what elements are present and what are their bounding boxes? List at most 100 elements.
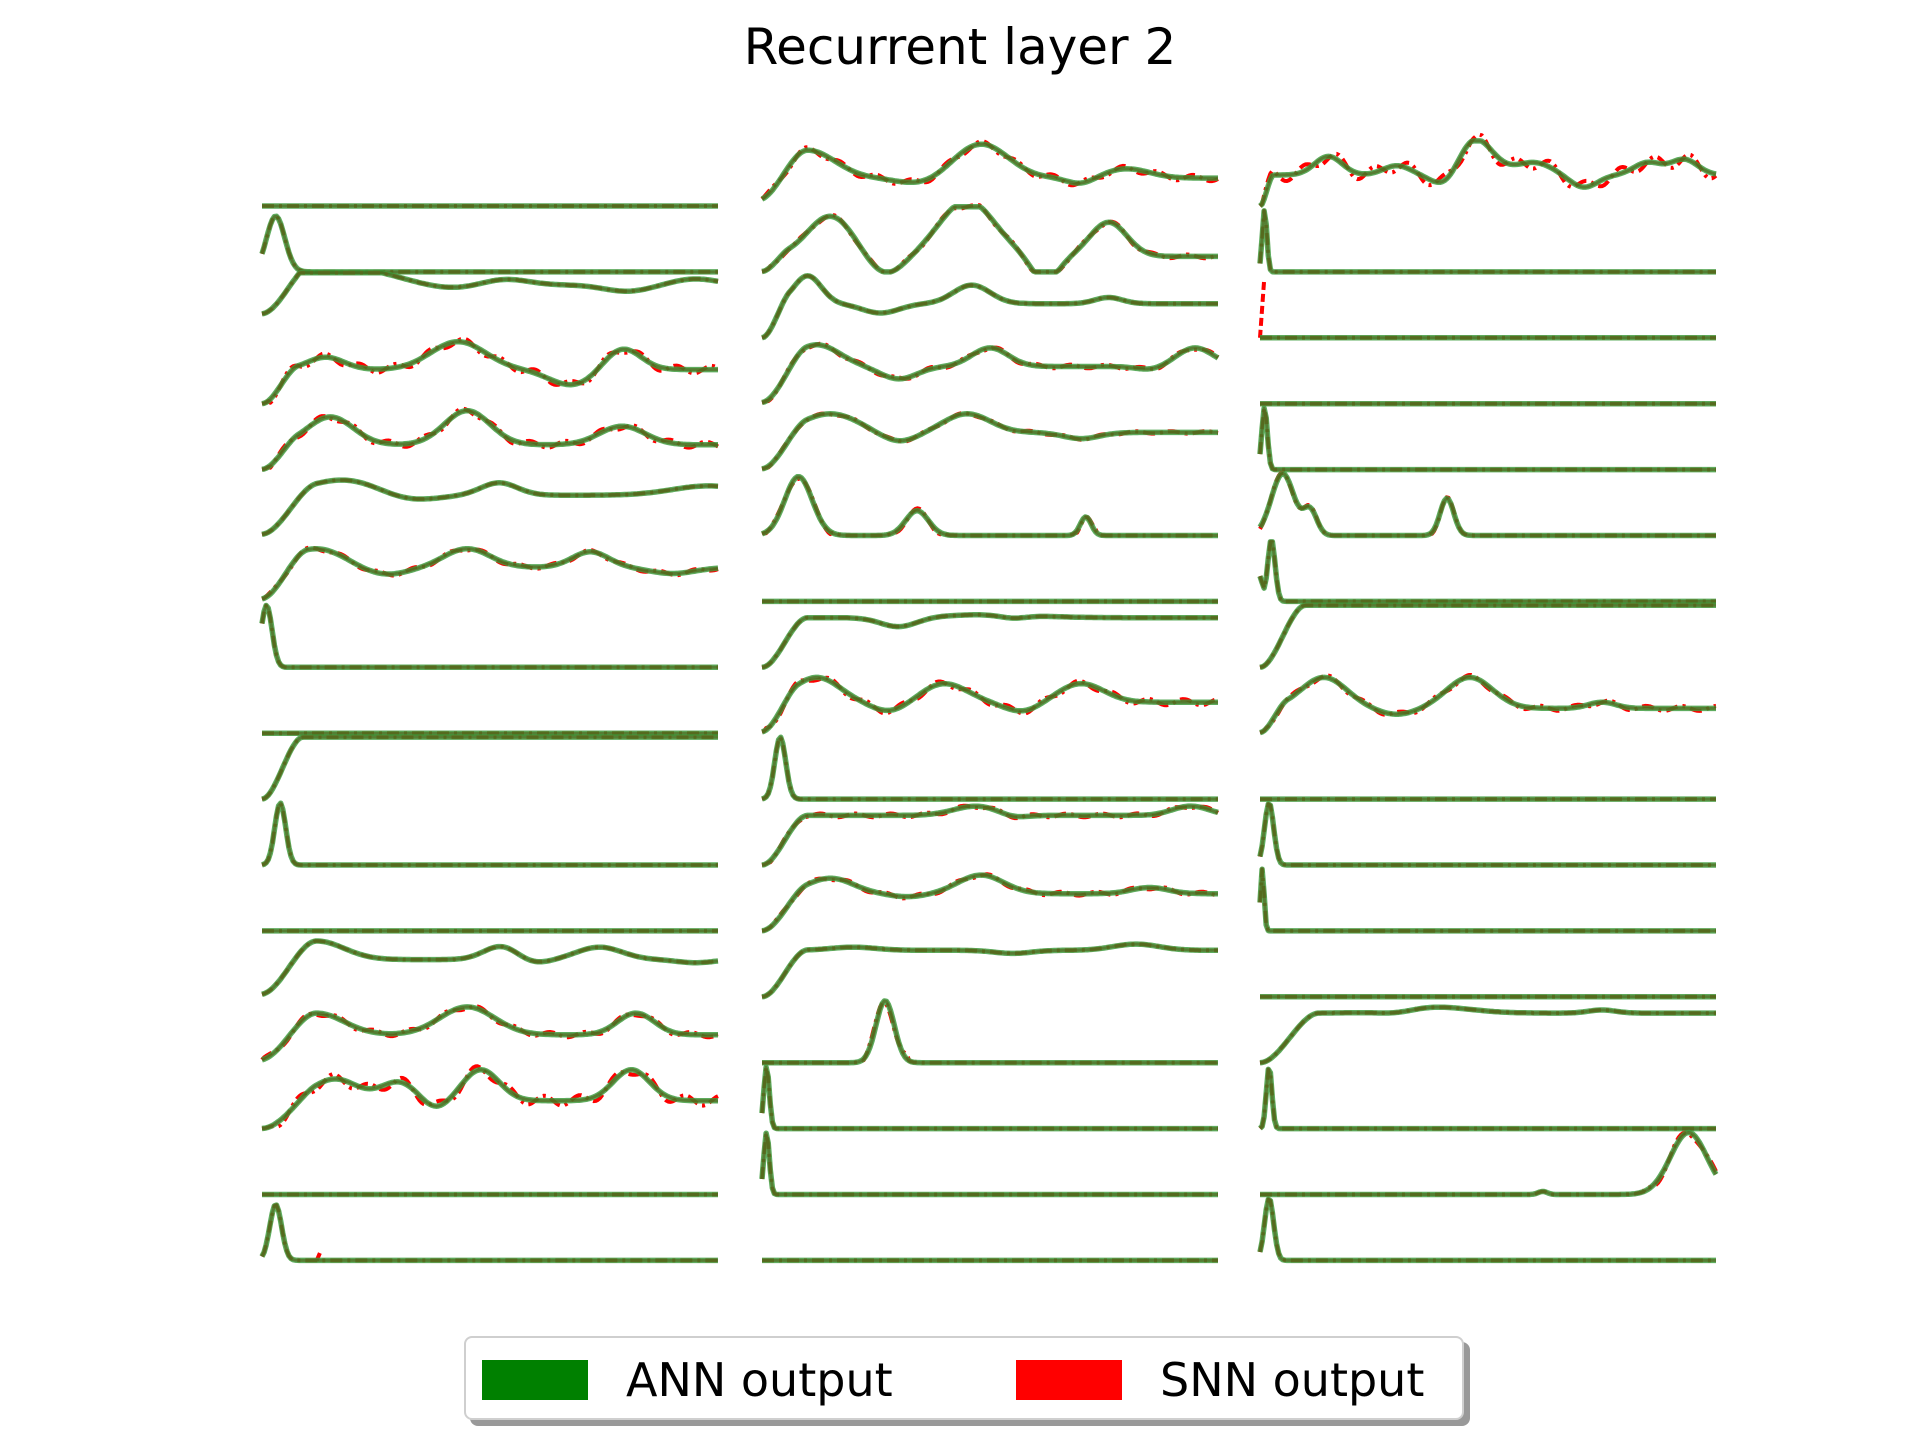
- ann-trace-c1-r10: [261, 734, 719, 802]
- snn-trace-c2-r16: [760, 1131, 1218, 1197]
- overlap-trace-c3-r14: [1259, 1005, 1716, 1065]
- snn-trace-c1-r4: [261, 336, 719, 406]
- ann-trace-c1-r17: [259, 1202, 719, 1264]
- ann-trace-c1-r8: [259, 602, 719, 671]
- snn-trace-c2-r14: [762, 1000, 1218, 1065]
- ann-trace-c2-r16: [759, 1130, 1219, 1198]
- snn-trace-c1-r10: [261, 735, 718, 802]
- chart-title: Recurrent layer 2: [743, 18, 1177, 76]
- overlap-trace-c2-r4: [761, 343, 1219, 404]
- overlap-trace-c1-r17: [260, 1203, 718, 1262]
- snn-trace-c2-r10: [761, 735, 1218, 802]
- snn-artifact-c3-r3: [1258, 281, 1266, 338]
- overlap-trace-c1-r5: [261, 409, 718, 471]
- snn-trace-c3-r12: [1258, 867, 1716, 933]
- snn-trace-c1-r11: [261, 801, 718, 867]
- overlap-trace-c3-r11: [1258, 802, 1716, 867]
- legend-item-snn: SNN output: [1016, 1338, 1424, 1422]
- ann-trace-c1-r3: [261, 269, 719, 317]
- legend-box: ANN output SNN output: [464, 1336, 1464, 1420]
- snn-trace-c3-r16: [1260, 1130, 1718, 1197]
- ann-trace-c3-r5: [1257, 405, 1717, 473]
- overlap-trace-c1-r11: [261, 801, 718, 867]
- snn-trace-c3-r6: [1258, 470, 1716, 538]
- ann-trace-c2-r8: [761, 612, 1219, 671]
- overlap-trace-c2-r15: [760, 1065, 1218, 1131]
- overlap-trace-c2-r5: [761, 412, 1218, 471]
- plot-area: [259, 132, 1719, 1264]
- legend-item-ann: ANN output: [482, 1338, 893, 1422]
- ann-trace-c1-r11: [261, 800, 719, 868]
- overlap-trace-c3-r9: [1259, 675, 1716, 735]
- ann-trace-c3-r2: [1257, 208, 1717, 275]
- overlap-trace-c1-r4: [261, 340, 718, 406]
- overlap-trace-c2-r14: [762, 999, 1218, 1065]
- ann-trace-c1-r5: [261, 407, 719, 473]
- legend-label-snn: SNN output: [1160, 1353, 1425, 1407]
- snn-trace-c1-r17: [260, 1203, 718, 1263]
- overlap-trace-c2-r1: [761, 142, 1218, 201]
- snn-trace-c3-r15: [1258, 1067, 1716, 1131]
- snn-trace-c3-r17: [1258, 1197, 1716, 1263]
- ann-trace-c2-r4: [761, 342, 1220, 406]
- overlap-trace-c2-r16: [760, 1131, 1218, 1196]
- snn-trace-c1-r8: [260, 603, 718, 670]
- ann-trace-c2-r15: [759, 1064, 1219, 1132]
- snn-trace-c3-r2: [1258, 208, 1716, 274]
- overlap-trace-c1-r6: [261, 478, 719, 536]
- ann-trace-c2-r12: [761, 872, 1219, 934]
- overlap-trace-c3-r7: [1258, 540, 1716, 603]
- overlap-trace-c2-r10: [761, 735, 1218, 801]
- snn-trace-c3-r5: [1258, 406, 1716, 472]
- overlap-trace-c3-r12: [1258, 867, 1716, 933]
- snn-trace-c2-r6: [761, 476, 1218, 538]
- overlap-trace-c2-r12: [761, 873, 1218, 933]
- ann-trace-c3-r15: [1258, 1066, 1717, 1132]
- ann-trace-c3-r6: [1257, 470, 1717, 539]
- ann-trace-c2-r6: [761, 473, 1219, 539]
- ann-trace-c3-r1: [1258, 138, 1717, 209]
- ann-trace-c3-r7: [1257, 539, 1717, 605]
- overlap-trace-c1-r13: [261, 939, 719, 996]
- snn-trace-c3-r8: [1259, 603, 1716, 670]
- overlap-trace-c1-r10: [261, 735, 718, 801]
- overlap-trace-c3-r15: [1258, 1067, 1716, 1131]
- overlap-trace-c2-r2: [761, 205, 1218, 274]
- ann-trace-c1-r4: [261, 338, 719, 407]
- ann-trace-c3-r12: [1257, 866, 1717, 934]
- snn-trace-c1-r15: [261, 1064, 719, 1131]
- snn-trace-c1-r6: [261, 478, 719, 537]
- ann-trace-c3-r8: [1259, 602, 1717, 671]
- overlap-trace-c3-r5: [1258, 406, 1716, 472]
- legend: ANN output SNN output: [464, 1336, 1472, 1428]
- overlap-trace-c2-r8: [761, 613, 1218, 669]
- overlap-trace-c1-r7: [261, 547, 719, 601]
- overlap-trace-c1-r8: [260, 604, 718, 669]
- legend-swatch-snn: [1016, 1360, 1122, 1400]
- ann-trace-c2-r10: [761, 734, 1219, 802]
- overlap-trace-c2-r9: [761, 675, 1218, 734]
- overlap-trace-c2-r11: [761, 804, 1219, 867]
- ann-trace-c3-r11: [1257, 801, 1717, 868]
- snn-trace-c2-r4: [761, 341, 1220, 405]
- ann-trace-c2-r3: [761, 273, 1219, 341]
- ann-trace-c3-r14: [1259, 1004, 1717, 1066]
- snn-trace-c2-r8: [761, 612, 1218, 670]
- overlap-trace-c3-r16: [1260, 1131, 1718, 1196]
- snn-trace-c2-r3: [761, 273, 1218, 340]
- legend-swatch-ann: [482, 1360, 588, 1400]
- snn-trace-c2-r15: [760, 1065, 1218, 1131]
- ann-trace-c3-r16: [1259, 1129, 1719, 1198]
- ann-trace-c3-r17: [1257, 1196, 1717, 1264]
- overlap-trace-c1-r3: [261, 271, 719, 316]
- overlap-trace-c1-r2: [260, 214, 718, 274]
- snn-trace-c1-r2: [260, 214, 718, 274]
- snn-trace-c2-r12: [761, 872, 1219, 933]
- overlap-trace-c3-r17: [1258, 1197, 1716, 1262]
- ann-trace-c1-r6: [261, 477, 719, 538]
- overlap-trace-c2-r13: [761, 942, 1218, 999]
- ann-trace-c2-r14: [761, 998, 1219, 1066]
- overlap-trace-c3-r1: [1258, 139, 1717, 208]
- snn-trace-c3-r7: [1258, 539, 1716, 604]
- overlap-trace-c3-r8: [1259, 603, 1716, 669]
